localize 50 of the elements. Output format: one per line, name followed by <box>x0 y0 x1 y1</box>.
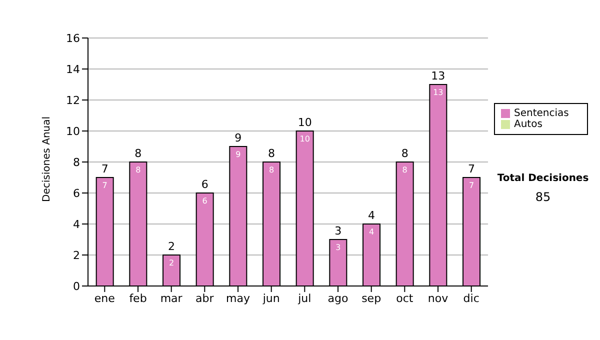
y-tick-label: 12 <box>66 94 80 107</box>
data-label: 7 <box>468 181 474 190</box>
data-label: 10 <box>300 134 310 144</box>
y-tick-label: 10 <box>66 124 80 138</box>
total-label: 10 <box>298 116 312 129</box>
y-tick-label: 14 <box>66 62 80 76</box>
data-label: 2 <box>168 258 174 268</box>
y-tick-label: 16 <box>66 32 80 45</box>
x-tick-label: nov <box>428 292 449 305</box>
text: 85 <box>534 190 552 204</box>
data-label: 8 <box>402 166 408 175</box>
x-tick-label: jun <box>262 292 280 305</box>
x-tick-label: abr <box>196 292 214 305</box>
total-label: 6 <box>201 178 208 191</box>
y-tick-label: 4 <box>73 218 80 231</box>
x-tick-label: ene <box>94 292 116 305</box>
y-axis-title: Decisiones Anual <box>42 116 53 202</box>
y-tick-label: 0 <box>73 280 80 293</box>
data-label: 13 <box>433 88 444 98</box>
total-label: 7 <box>468 162 475 176</box>
data-label: 3 <box>336 243 341 252</box>
total-label: 13 <box>431 70 446 82</box>
x-tick-label: jul <box>297 292 312 305</box>
legend-label: Autos <box>514 119 542 130</box>
data-label: 8 <box>268 166 274 175</box>
data-label: 7 <box>102 181 108 190</box>
total-label: 2 <box>168 240 175 253</box>
total-label: 8 <box>401 147 408 160</box>
x-tick-label: oct <box>396 292 414 305</box>
x-tick-label: dic <box>463 292 480 305</box>
y-tick-label: 8 <box>73 156 80 169</box>
total-label: 3 <box>334 224 342 238</box>
total-label: 4 <box>368 209 375 222</box>
total-label: 7 <box>101 162 108 176</box>
data-label: 4 <box>368 228 374 237</box>
total-label: 8 <box>134 147 142 160</box>
text: Total Decisiones <box>496 173 590 184</box>
x-tick-label: ago <box>328 292 348 305</box>
x-tick-label: may <box>226 292 250 305</box>
data-label: 6 <box>202 196 208 206</box>
total-label: 9 <box>234 132 242 144</box>
y-tick-label: 6 <box>73 186 80 200</box>
x-tick-label: feb <box>129 292 147 305</box>
x-tick-label: mar <box>160 292 183 305</box>
data-label: 8 <box>136 166 141 175</box>
legend-label: Sentencias <box>514 108 569 119</box>
x-tick-label: sep <box>362 292 382 305</box>
y-tick-label: 2 <box>73 248 80 262</box>
total-label: 8 <box>268 147 275 160</box>
data-label: 9 <box>236 150 241 160</box>
